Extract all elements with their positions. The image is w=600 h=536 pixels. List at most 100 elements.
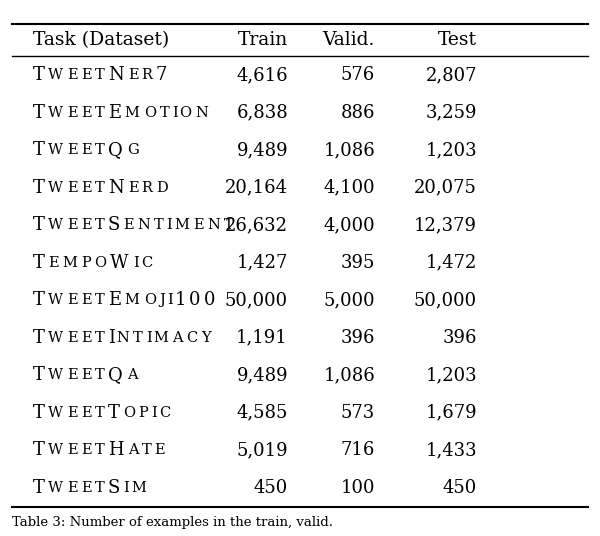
Text: E: E	[82, 181, 92, 195]
Text: 3,259: 3,259	[425, 103, 477, 122]
Text: A: A	[128, 443, 139, 457]
Text: 7: 7	[156, 66, 167, 84]
Text: E: E	[68, 443, 79, 457]
Text: E: E	[68, 181, 79, 195]
Text: O: O	[144, 106, 156, 120]
Text: T: T	[95, 293, 105, 307]
Text: N: N	[107, 178, 124, 197]
Text: E: E	[82, 368, 92, 382]
Text: T: T	[95, 331, 105, 345]
Text: E: E	[68, 143, 79, 157]
Text: Q: Q	[107, 141, 122, 159]
Text: N: N	[137, 218, 150, 232]
Text: W: W	[49, 143, 64, 157]
Text: 4,100: 4,100	[323, 178, 375, 197]
Text: N: N	[117, 331, 130, 345]
Text: E: E	[68, 331, 79, 345]
Text: J: J	[160, 293, 166, 307]
Text: E: E	[82, 331, 92, 345]
Text: E: E	[82, 143, 92, 157]
Text: 716: 716	[341, 441, 375, 459]
Text: 1,203: 1,203	[425, 141, 477, 159]
Text: E: E	[68, 218, 79, 232]
Text: N: N	[195, 106, 208, 120]
Text: H: H	[107, 441, 124, 459]
Text: W: W	[49, 106, 64, 120]
Text: 4,000: 4,000	[323, 216, 375, 234]
Text: I: I	[133, 256, 139, 270]
Text: T: T	[133, 331, 143, 345]
Text: O: O	[94, 256, 106, 270]
Text: W: W	[49, 181, 64, 195]
Text: 1,086: 1,086	[323, 366, 375, 384]
Text: I: I	[172, 106, 178, 120]
Text: W: W	[49, 481, 64, 495]
Text: 9,489: 9,489	[236, 366, 288, 384]
Text: W: W	[49, 331, 64, 345]
Text: I: I	[146, 331, 152, 345]
Text: T: T	[95, 406, 105, 420]
Text: W: W	[49, 406, 64, 420]
Text: T: T	[33, 404, 45, 422]
Text: T: T	[95, 368, 105, 382]
Text: T: T	[142, 443, 151, 457]
Text: 396: 396	[443, 329, 477, 347]
Text: 100: 100	[341, 479, 375, 497]
Text: E: E	[82, 406, 92, 420]
Text: 1,086: 1,086	[323, 141, 375, 159]
Text: M: M	[62, 256, 77, 270]
Text: T: T	[33, 141, 45, 159]
Text: M: M	[125, 293, 139, 307]
Text: Train: Train	[238, 31, 288, 49]
Text: D: D	[156, 181, 167, 195]
Text: W: W	[49, 443, 64, 457]
Text: E: E	[68, 293, 79, 307]
Text: 0: 0	[204, 291, 215, 309]
Text: Y: Y	[201, 331, 211, 345]
Text: I: I	[124, 481, 130, 495]
Text: Q: Q	[107, 366, 122, 384]
Text: E: E	[107, 103, 121, 122]
Text: 395: 395	[341, 254, 375, 272]
Text: E: E	[68, 406, 79, 420]
Text: A: A	[173, 331, 183, 345]
Text: 1,427: 1,427	[236, 254, 288, 272]
Text: S: S	[107, 216, 120, 234]
Text: T: T	[33, 479, 45, 497]
Text: Test: Test	[438, 31, 477, 49]
Text: T: T	[95, 106, 105, 120]
Text: E: E	[154, 443, 165, 457]
Text: E: E	[68, 68, 79, 82]
Text: 886: 886	[341, 103, 375, 122]
Text: C: C	[158, 406, 170, 420]
Text: W: W	[49, 218, 64, 232]
Text: E: E	[128, 181, 139, 195]
Text: Task (Dataset): Task (Dataset)	[33, 31, 169, 49]
Text: T: T	[95, 181, 105, 195]
Text: C: C	[186, 331, 197, 345]
Text: 573: 573	[341, 404, 375, 422]
Text: T: T	[33, 366, 45, 384]
Text: T: T	[95, 218, 105, 232]
Text: I: I	[167, 218, 172, 232]
Text: W: W	[49, 368, 64, 382]
Text: 20,164: 20,164	[225, 178, 288, 197]
Text: O: O	[123, 406, 135, 420]
Text: A: A	[127, 368, 137, 382]
Text: 12,379: 12,379	[414, 216, 477, 234]
Text: N: N	[107, 66, 124, 84]
Text: G: G	[127, 143, 139, 157]
Text: M: M	[125, 106, 139, 120]
Text: 1,472: 1,472	[425, 254, 477, 272]
Text: E: E	[49, 256, 59, 270]
Text: O: O	[179, 106, 191, 120]
Text: 5,019: 5,019	[236, 441, 288, 459]
Text: W: W	[49, 68, 64, 82]
Text: 0: 0	[189, 291, 201, 309]
Text: Table 3: Number of examples in the train, valid.: Table 3: Number of examples in the train…	[12, 516, 333, 529]
Text: 50,000: 50,000	[225, 291, 288, 309]
Text: T: T	[95, 68, 105, 82]
Text: 20,075: 20,075	[414, 178, 477, 197]
Text: T: T	[33, 291, 45, 309]
Text: I: I	[151, 406, 157, 420]
